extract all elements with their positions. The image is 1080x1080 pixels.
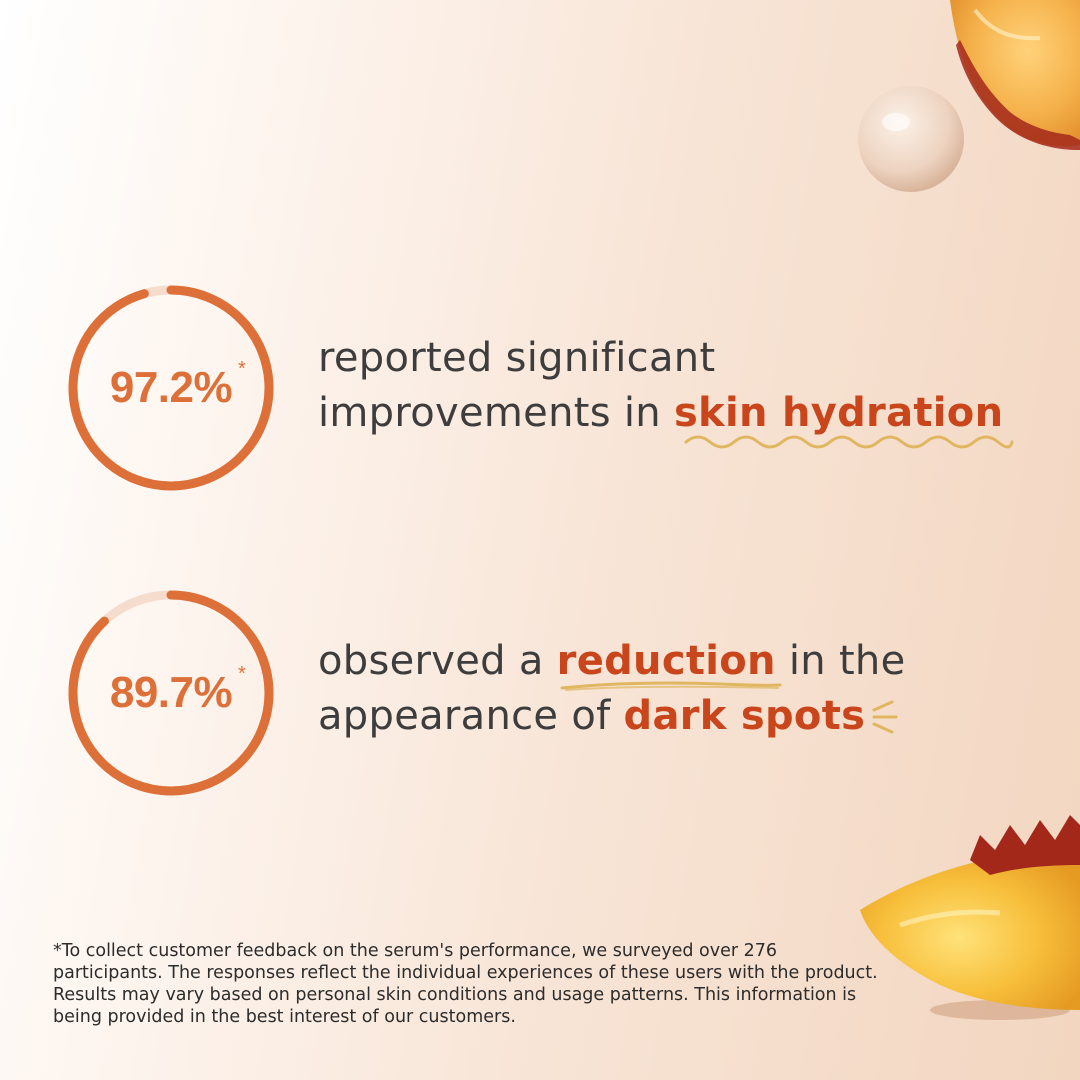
squiggle-underline <box>684 435 1014 449</box>
stat-ring-1: 97.2% * <box>66 283 276 493</box>
stat-line-text: appearance of <box>318 693 624 739</box>
peach-slice-top-image <box>950 0 1080 150</box>
stat-description-2: observed a reduction in the appearance o… <box>318 634 1038 744</box>
stat-value: 97.2% <box>109 363 233 412</box>
progress-ring-1 <box>68 285 274 491</box>
asterisk: * <box>238 358 246 380</box>
serum-droplet-image <box>858 86 964 192</box>
stat-ring-2: 89.7% * <box>66 588 276 798</box>
stat-line-text: improvements in <box>318 390 674 436</box>
peach-slice-bottom-image <box>860 815 1080 1020</box>
stat-value: 89.7% <box>109 668 233 717</box>
progress-ring-2 <box>68 590 274 796</box>
progress-ring-fill <box>68 590 274 796</box>
highlight-reduction: reduction <box>556 638 776 684</box>
stat-line-text: observed a <box>318 638 557 684</box>
stat-description-1: reported significant improvements in ski… <box>318 331 1038 441</box>
progress-ring-fill <box>68 285 274 491</box>
reduction-underline <box>560 681 782 691</box>
stat-line: reported significant <box>318 335 716 381</box>
stat-line-text: in the <box>775 638 906 684</box>
highlight-skin-hydration: skin hydration <box>673 390 1004 436</box>
asterisk: * <box>238 663 246 685</box>
emphasis-lines-icon <box>872 700 898 734</box>
highlight-dark-spots: dark spots <box>623 693 866 739</box>
footnote-disclaimer: *To collect customer feedback on the ser… <box>53 941 878 1027</box>
